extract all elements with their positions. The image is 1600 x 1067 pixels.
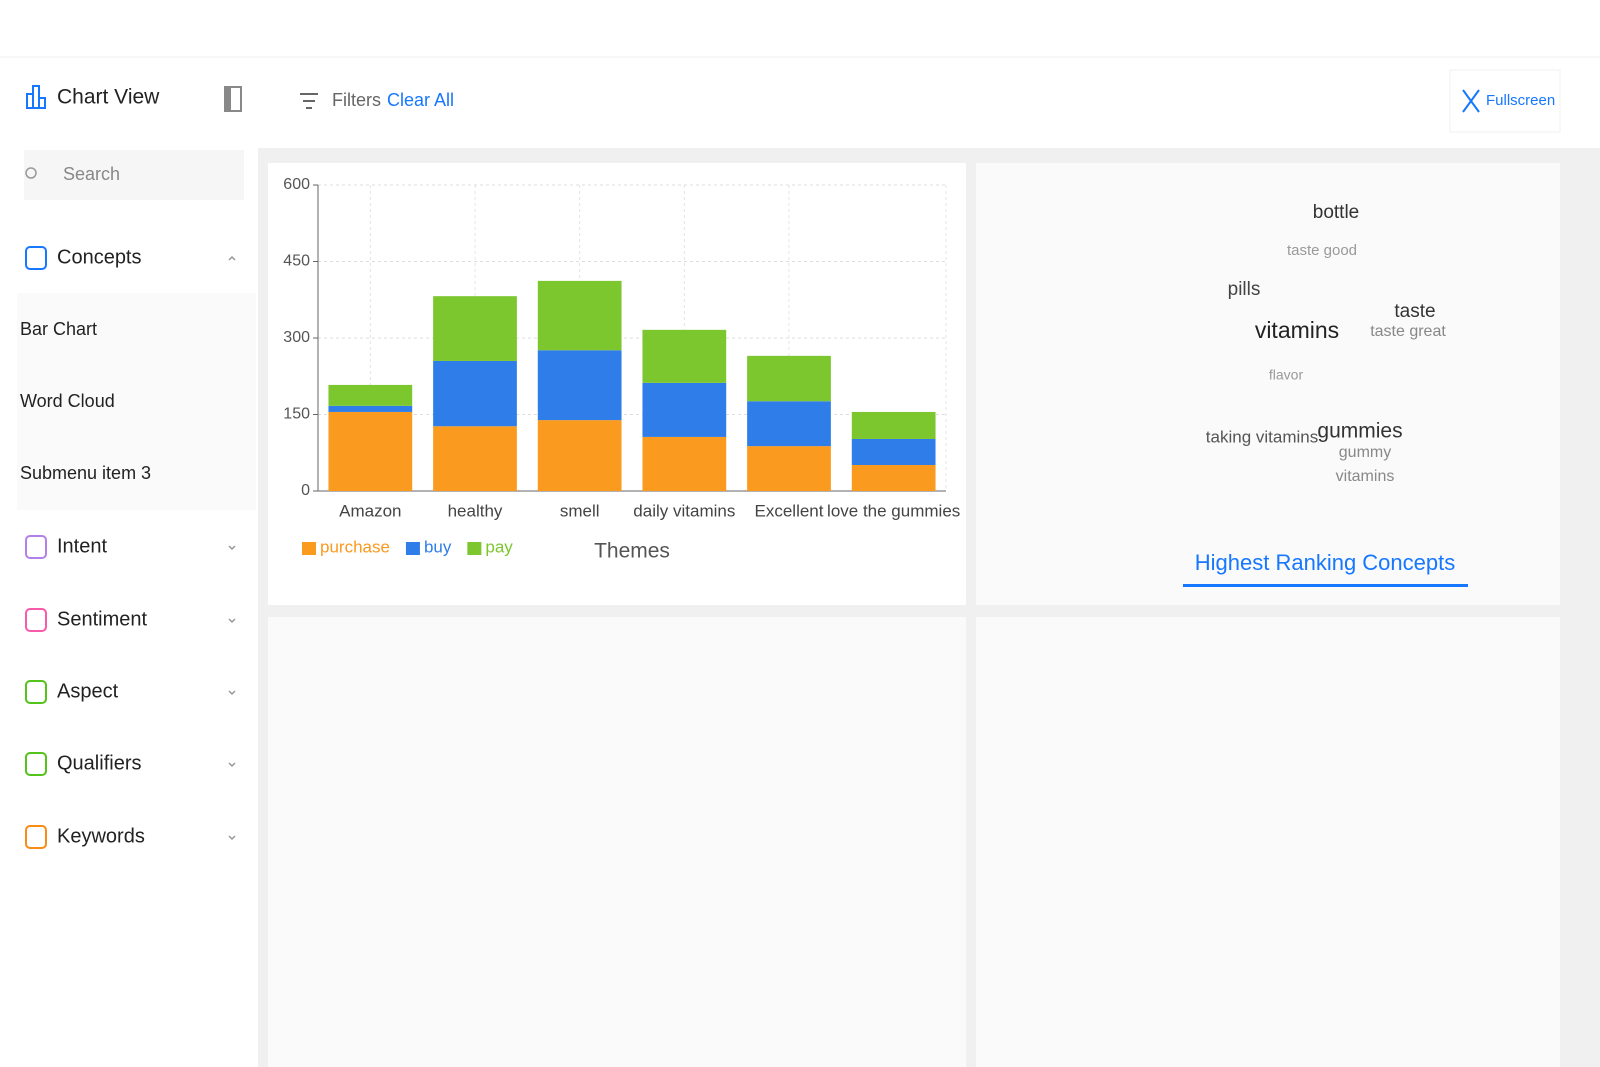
x-tick-label: daily vitamins	[633, 501, 735, 520]
word: vitamins	[1336, 468, 1395, 485]
menu-item[interactable]: Sentiment	[57, 608, 147, 630]
word: vitamins	[1255, 317, 1339, 343]
word: gummies	[1317, 420, 1402, 443]
menu-item[interactable]: Qualifiers	[57, 752, 141, 774]
bar	[328, 405, 413, 412]
collapse-icon	[225, 87, 231, 111]
bar	[851, 411, 936, 439]
bar	[537, 350, 622, 421]
menu-item[interactable]: Intent	[57, 535, 107, 557]
chevron	[228, 618, 236, 624]
word: gummy	[1339, 444, 1391, 461]
menu-item[interactable]: Aspect	[57, 680, 119, 702]
x-tick-label: healthy	[448, 501, 503, 520]
bar	[537, 280, 622, 351]
bar	[747, 355, 831, 402]
word-cloud-panel	[976, 163, 1560, 605]
bar	[747, 401, 831, 447]
legend-swatch[interactable]	[467, 542, 482, 555]
x-tick-label: Amazon	[339, 501, 401, 520]
empty-panel	[976, 617, 1560, 1067]
submenu-bg	[17, 293, 256, 510]
chart-view-icon	[26, 85, 46, 109]
search-box[interactable]	[24, 150, 244, 200]
menu-icon	[25, 535, 47, 559]
chevron	[228, 762, 236, 768]
empty-panel	[268, 617, 966, 1067]
y-tick-label: 150	[283, 406, 310, 423]
menu-icon	[25, 825, 47, 849]
submenu-item[interactable]: Word Cloud	[20, 391, 115, 411]
word: bottle	[1313, 202, 1359, 223]
x-tick-label: smell	[560, 501, 600, 520]
menu-item[interactable]: Concepts	[57, 246, 142, 268]
bar	[433, 296, 517, 361]
legend-swatch[interactable]	[302, 542, 316, 555]
menu-icon	[25, 680, 47, 704]
filters-label: Filters	[332, 90, 381, 110]
bar	[642, 329, 727, 383]
word: taste great	[1370, 323, 1446, 340]
y-tick-label: 300	[283, 329, 310, 346]
fullscreen-label: Fullscreen	[1486, 92, 1555, 109]
bar	[433, 426, 517, 491]
menu-icon	[25, 608, 47, 632]
bar	[642, 382, 727, 437]
y-tick-label: 0	[301, 482, 310, 499]
word: taking vitamins	[1206, 427, 1318, 446]
fullscreen-icon	[1462, 89, 1480, 113]
clear-all[interactable]: Clear All	[387, 90, 454, 110]
x-tick-label: love the gummies	[827, 501, 960, 520]
bar	[747, 446, 831, 491]
chevron	[228, 835, 236, 841]
legend-swatch[interactable]	[405, 542, 420, 555]
menu-item[interactable]: Keywords	[57, 825, 145, 847]
search-icon	[25, 167, 37, 179]
bar	[328, 384, 413, 406]
legend-label[interactable]: buy	[424, 537, 452, 556]
x-axis-title: Themes	[594, 540, 670, 563]
bar	[433, 360, 517, 427]
bar	[851, 438, 936, 465]
sidebar-title: Chart View	[57, 86, 160, 109]
y-tick-label: 600	[283, 176, 310, 193]
tab-underline	[1183, 584, 1468, 587]
bar	[328, 411, 413, 491]
tab-label[interactable]: Highest Ranking Concepts	[1195, 550, 1455, 575]
y-tick-label: 450	[283, 253, 310, 270]
chevron	[228, 255, 236, 261]
submenu-item[interactable]: Submenu item 3	[20, 463, 151, 483]
bar	[537, 420, 622, 491]
legend-label[interactable]: pay	[485, 537, 513, 556]
word: pills	[1228, 279, 1261, 300]
submenu-item[interactable]: Bar Chart	[20, 319, 97, 339]
word: flavor	[1269, 367, 1304, 383]
x-tick-label: Excellent	[755, 501, 824, 520]
menu-icon	[25, 246, 47, 270]
word: taste good	[1287, 242, 1357, 259]
word: taste	[1394, 301, 1435, 322]
bar	[851, 464, 936, 491]
filter-icon	[300, 93, 318, 109]
fullscreen-button[interactable]	[1449, 69, 1561, 133]
search-placeholder: Search	[63, 164, 120, 184]
chevron	[228, 545, 236, 551]
legend-label[interactable]: purchase	[320, 537, 390, 556]
menu-icon	[25, 752, 47, 776]
bar	[642, 436, 727, 491]
chevron	[228, 690, 236, 696]
